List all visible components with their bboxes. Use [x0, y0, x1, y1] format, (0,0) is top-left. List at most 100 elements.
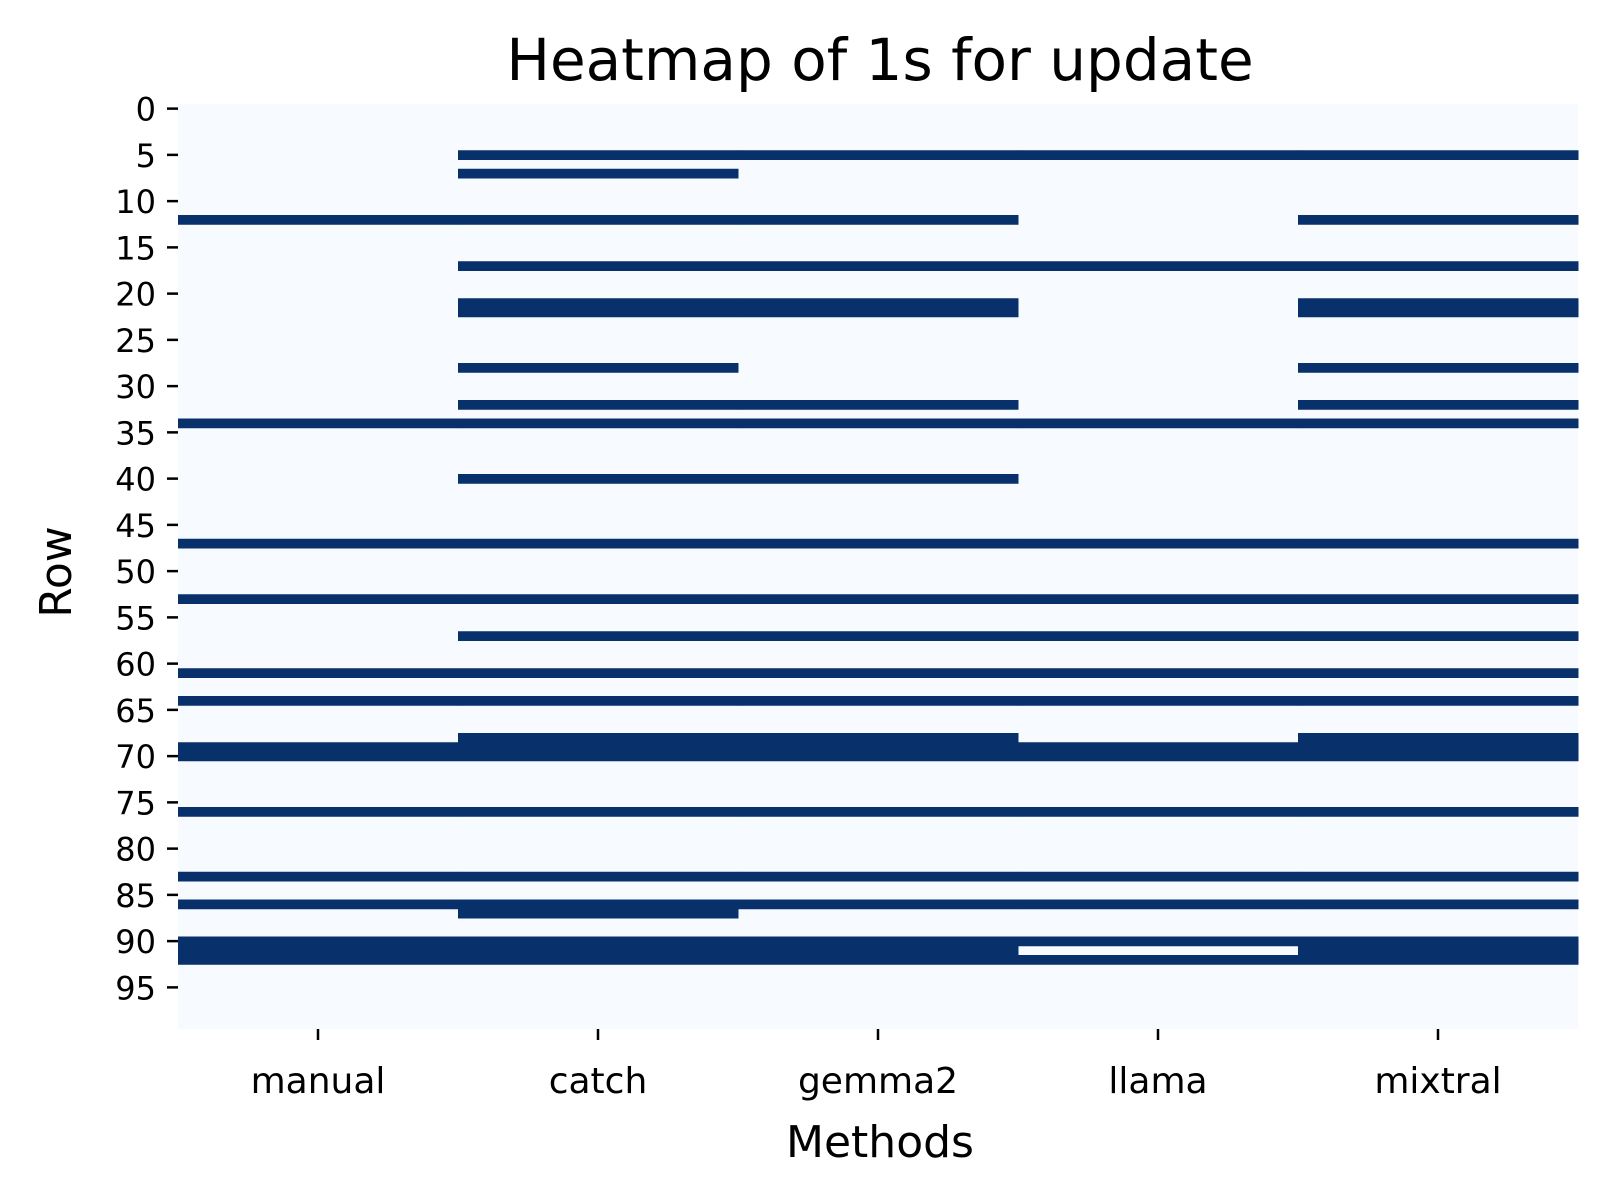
heatmap-cell: [458, 955, 739, 965]
heatmap-cell: [458, 696, 739, 706]
heatmap-cell: [1018, 871, 1299, 882]
heatmap-cell: [458, 363, 739, 373]
heatmap-cell: [738, 594, 1019, 604]
heatmap-cell: [738, 899, 1019, 910]
heatmap-cell: [178, 418, 459, 429]
heatmap-cell: [1018, 742, 1299, 752]
heatmap-cell: [738, 538, 1019, 549]
heatmap-cell: [178, 668, 459, 678]
heatmap-cell: [1298, 400, 1579, 410]
heatmap-cell: [458, 307, 739, 318]
x-tick-label: catch: [549, 1061, 648, 1102]
heatmap-cell: [738, 298, 1019, 308]
heatmap-cell: [1018, 899, 1299, 910]
y-tick-label: 10: [115, 183, 156, 221]
heatmap-cell: [738, 631, 1019, 641]
y-tick-label: 90: [115, 923, 156, 961]
heatmap-cell: [458, 908, 739, 919]
heatmap-cell: [738, 742, 1019, 752]
y-tick-label: 30: [115, 368, 156, 406]
y-tick-label: 50: [115, 553, 156, 591]
heatmap-cell: [738, 150, 1019, 160]
y-tick-label: 60: [115, 646, 156, 684]
heatmap-cell: [458, 899, 739, 910]
heatmap-cell: [458, 538, 739, 549]
heatmap-cell: [458, 871, 739, 882]
heatmap-cell: [1018, 261, 1299, 271]
heatmap-cell: [738, 871, 1019, 882]
heatmap-cell: [458, 733, 739, 743]
heatmap-cell: [1298, 631, 1579, 641]
heatmap-cell: [458, 418, 739, 429]
heatmap-cell: [178, 955, 459, 965]
heatmap-background: [178, 104, 1578, 1029]
heatmap-cell: [1298, 936, 1579, 947]
heatmap-cell: [1018, 150, 1299, 160]
heatmap-cell: [1298, 696, 1579, 706]
heatmap-cell: [1298, 538, 1579, 549]
heatmap-cell: [458, 807, 739, 817]
heatmap-cell: [458, 668, 739, 678]
heatmap-cell: [458, 751, 739, 762]
heatmap-cell: [1298, 418, 1579, 429]
y-tick-label: 45: [115, 507, 156, 545]
heatmap-cell: [738, 945, 1019, 956]
heatmap-cell: [178, 538, 459, 549]
chart-title: Heatmap of 1s for update: [506, 26, 1253, 94]
y-tick-label: 70: [115, 738, 156, 776]
heatmap-cell: [1298, 215, 1579, 225]
y-tick-label: 80: [115, 831, 156, 869]
heatmap-cell: [738, 668, 1019, 678]
heatmap-cell: [1298, 742, 1579, 752]
y-axis: 0 5 10 15 20 25 30 35 40 45 50 55 60 65 70 75 80 85 90 95: [115, 91, 178, 1007]
heatmap-cell: [738, 733, 1019, 743]
heatmap-cell: [178, 899, 459, 910]
heatmap-cell: [738, 215, 1019, 225]
heatmap-cell: [178, 742, 459, 752]
y-tick-label: 20: [115, 276, 156, 314]
heatmap-cell: [1018, 594, 1299, 604]
heatmap-cell: [738, 807, 1019, 817]
heatmap-cell: [458, 400, 739, 410]
y-tick-label: 55: [115, 599, 156, 637]
y-tick-label: 15: [115, 229, 156, 267]
heatmap-cell: [178, 945, 459, 956]
x-tick-label: manual: [251, 1061, 386, 1102]
heatmap-cell: [1298, 668, 1579, 678]
heatmap-cell: [1018, 418, 1299, 429]
heatmap-cell: [458, 936, 739, 947]
y-tick-label: 35: [115, 414, 156, 452]
y-tick-label: 5: [136, 137, 156, 175]
heatmap-cell: [178, 807, 459, 817]
heatmap-cell: [1298, 150, 1579, 160]
heatmap-cell: [1298, 261, 1579, 271]
plot-area: [178, 104, 1579, 1029]
heatmap-cell: [178, 594, 459, 604]
heatmap-cell: [1018, 696, 1299, 706]
heatmap-cell: [1018, 538, 1299, 549]
heatmap-cell: [738, 955, 1019, 965]
heatmap-cell: [1018, 751, 1299, 762]
heatmap-cell: [1298, 298, 1579, 308]
x-tick-label: llama: [1108, 1061, 1207, 1102]
heatmap-cell: [1018, 631, 1299, 641]
heatmap-cell: [1298, 899, 1579, 910]
heatmap-cell: [458, 298, 739, 308]
y-axis-label: Row: [31, 526, 82, 618]
y-tick-label: 75: [115, 784, 156, 822]
y-tick-label: 85: [115, 877, 156, 915]
heatmap-cell: [738, 418, 1019, 429]
heatmap-cell: [1298, 594, 1579, 604]
y-tick-label: 95: [115, 969, 156, 1007]
heatmap-cell: [458, 474, 739, 484]
heatmap-cell: [458, 215, 739, 225]
heatmap-cell: [1298, 871, 1579, 882]
x-axis: manual catch gemma2 llama mixtral: [251, 1029, 1502, 1102]
heatmap-cell: [458, 631, 739, 641]
heatmap-cell: [738, 696, 1019, 706]
heatmap-cell: [1018, 668, 1299, 678]
heatmap-cell: [738, 474, 1019, 484]
heatmap-cell: [458, 168, 739, 179]
heatmap-cell: [738, 400, 1019, 410]
